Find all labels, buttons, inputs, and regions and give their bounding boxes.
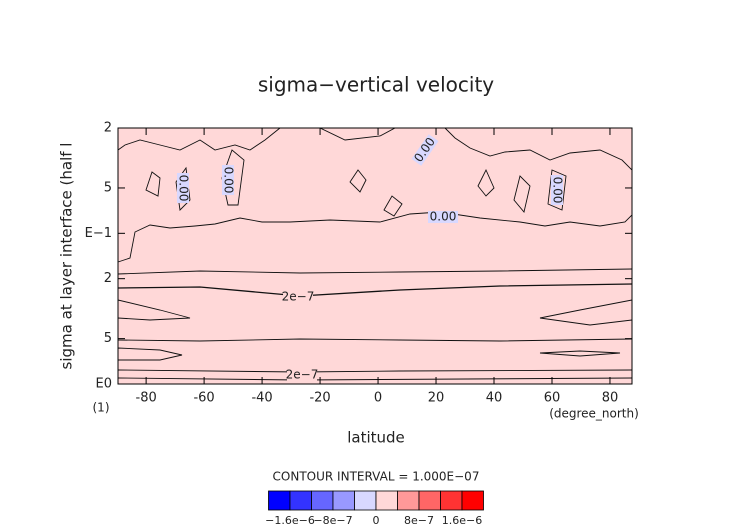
colorbar-box — [397, 490, 420, 511]
contour-line — [539, 299, 633, 326]
colorbar-box — [311, 490, 334, 511]
colorbar-label: 0 — [373, 514, 380, 527]
x-tick-label: 20 — [428, 391, 445, 406]
colorbar-box — [440, 490, 463, 511]
y-tick-label: 2 — [104, 271, 112, 286]
contour-line — [117, 338, 633, 342]
y-tick-label: 5 — [104, 180, 112, 195]
colorbar-box — [289, 490, 312, 511]
contour-label-bg — [411, 134, 439, 166]
subtitle: CONTOUR INTERVAL = 1.000E−07 — [273, 470, 480, 484]
contour-label: 0.00 — [430, 210, 457, 224]
positive-region — [118, 128, 632, 384]
x-tick-label: -40 — [251, 391, 272, 406]
contour-label-bg — [551, 175, 563, 205]
x-tick-label: -60 — [193, 391, 214, 406]
contour-line — [117, 283, 633, 297]
x-unit: (degree_north) — [549, 407, 639, 421]
colorbar-box — [332, 490, 355, 511]
colorbar-box — [418, 490, 441, 511]
negative-region — [117, 127, 633, 263]
colorbar-label: −1.6e−6 — [265, 514, 315, 527]
contour-line — [117, 268, 633, 275]
x-tick-label: 80 — [602, 391, 619, 406]
contour-label: 2e−7 — [286, 368, 319, 382]
colorbar-label: −8e−7 — [313, 514, 352, 527]
y-unit: (1) — [93, 401, 110, 415]
colorbar-box — [354, 490, 377, 511]
plot-frame — [117, 127, 633, 385]
contour-label: 0.00 — [177, 175, 191, 202]
colorbar-box — [461, 490, 484, 511]
x-tick-label: 60 — [544, 391, 561, 406]
y-axis-label: sigma at layer interface (half l — [58, 143, 76, 370]
contour-label-bg — [287, 369, 317, 381]
colorbar-label: 8e−7 — [404, 514, 434, 527]
chart-title: sigma−vertical velocity — [258, 73, 494, 97]
x-tick-label: -80 — [136, 391, 157, 406]
x-tick-label: 0 — [374, 391, 382, 406]
colorbar-box — [375, 490, 398, 511]
contour-label: 0.00 — [551, 177, 565, 204]
y-tick-label: E0 — [96, 377, 113, 392]
contour-label-bg — [428, 211, 458, 223]
contour-label-bg — [222, 165, 234, 195]
x-tick-label: -20 — [309, 391, 330, 406]
contour-label-bg — [177, 173, 189, 203]
contour-field — [117, 127, 633, 384]
y-tick-label: 5 — [104, 331, 112, 346]
max-region — [539, 350, 621, 357]
contour-label-bg — [283, 291, 313, 303]
y-tick-label: E−1 — [85, 226, 112, 241]
contour-label: 2e−7 — [282, 290, 315, 304]
contour-line — [117, 369, 633, 373]
contour-label: 0.00 — [222, 167, 236, 194]
colorbar-box — [268, 490, 291, 511]
x-tick-label: 40 — [486, 391, 503, 406]
contour-line — [117, 299, 191, 321]
colorbar-label: 1.6e−6 — [442, 514, 482, 527]
y-tick-label: 2 — [104, 121, 112, 136]
x-axis-label: latitude — [347, 429, 405, 447]
